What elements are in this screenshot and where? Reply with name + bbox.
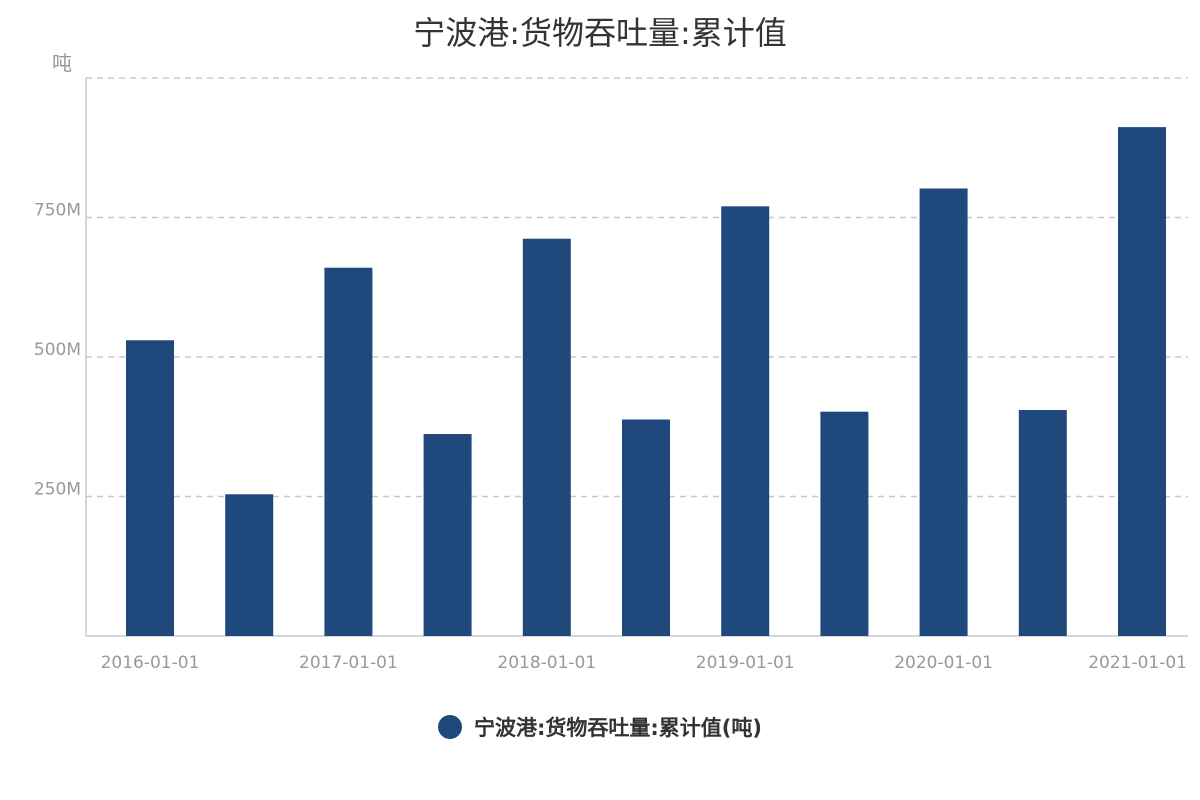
y-axis-unit-label: 吨 (52, 51, 72, 75)
bar-2016-01-01 (126, 340, 174, 636)
legend-swatch-icon (438, 715, 462, 739)
bar-2016-07-01 (225, 494, 274, 636)
legend-label: 宁波港:货物吞吐量:累计值(吨) (474, 716, 762, 740)
bar-2017-07-01 (423, 434, 472, 636)
x-tick-label: 2021-01-01 (1088, 653, 1187, 673)
x-tick-label: 2017-01-01 (299, 653, 398, 673)
bar-2018-01-01 (522, 238, 571, 637)
tick-labels: 250M 500M 750M 吨 2016-01-01 2017-01-01 2018-01… (34, 51, 1187, 673)
x-tick-label: 2018-01-01 (497, 653, 596, 673)
legend[interactable]: 宁波港:货物吞吐量:累计值(吨) (0, 712, 1200, 742)
x-tick-label: 2016-01-01 (101, 653, 200, 673)
bar-2019-01-01 (721, 206, 770, 636)
x-tick-label: 2019-01-01 (696, 653, 795, 673)
bar-2017-01-01 (324, 267, 373, 636)
chart-title: 宁波港:货物吞吐量:累计值 (413, 14, 787, 52)
bar-2019-07-01 (820, 411, 869, 636)
bar-2020-07-01 (1018, 410, 1067, 636)
bar-2021-01-01 (1118, 127, 1166, 636)
y-tick-label: 500M (34, 340, 81, 360)
y-tick-label: 750M (34, 201, 81, 221)
y-tick-label: 250M (34, 480, 81, 500)
bar-2018-07-01 (622, 419, 670, 636)
bars (126, 127, 1166, 637)
bar-2020-01-01 (919, 188, 968, 636)
x-tick-label: 2020-01-01 (894, 653, 993, 673)
